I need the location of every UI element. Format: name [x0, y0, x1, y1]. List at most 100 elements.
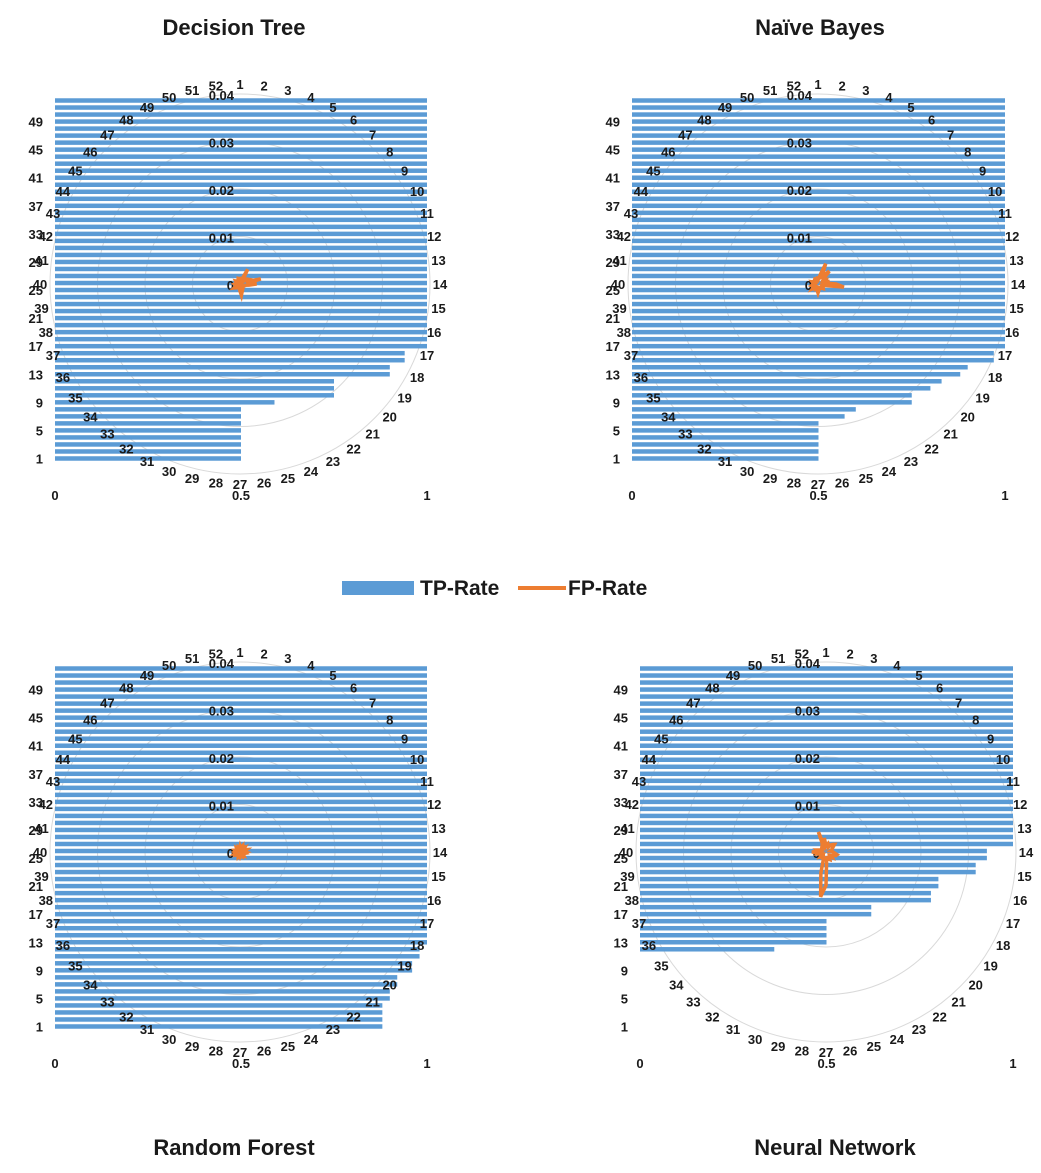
radar-tick-label: 0.02 [787, 183, 812, 198]
radar-category-label: 37 [46, 916, 60, 931]
radar-category-label: 29 [763, 471, 777, 486]
radar-category-label: 3 [284, 83, 291, 98]
radar-category-label: 42 [617, 229, 631, 244]
chart-title: Neural Network [754, 1135, 916, 1160]
category-axis: 1 5 9 13 17 21 25 29 33 37 41 45 49 [614, 683, 628, 1035]
tp-bar [640, 932, 827, 938]
tp-bar [55, 918, 427, 924]
tp-bar [55, 961, 413, 966]
tp-bar [55, 315, 427, 321]
radar-category-label: 19 [397, 959, 411, 974]
tp-bar [55, 119, 427, 124]
radar-category-label: 37 [632, 916, 646, 931]
radar-category-label: 20 [382, 410, 396, 425]
radar-category-label: 17 [420, 916, 434, 931]
category-tick-label: 49 [614, 683, 628, 698]
category-tick-label: 1 [36, 451, 43, 466]
tp-bar [632, 133, 1005, 138]
category-tick-label: 1 [613, 451, 620, 466]
tp-bar [640, 694, 1013, 699]
tp-bar [55, 386, 334, 391]
radar-category-label: 15 [431, 869, 445, 884]
tp-bar [55, 238, 427, 244]
tp-bar [640, 904, 872, 910]
radar-category-label: 41 [34, 821, 48, 836]
radar-category-label: 14 [1011, 277, 1026, 292]
tp-bar [640, 666, 1013, 671]
radar-category-label: 52 [787, 78, 801, 93]
category-tick-label: 29 [614, 823, 628, 838]
tp-bar [632, 329, 1005, 335]
radar-category-label: 5 [329, 100, 336, 115]
radar-category-label: 1 [236, 645, 243, 660]
radar-category-label: 1 [236, 77, 243, 92]
radar-category-label: 9 [401, 731, 408, 746]
radar-category-label: 51 [763, 83, 777, 98]
category-tick-label: 21 [29, 879, 43, 894]
tp-bar [640, 715, 1013, 720]
radar-category-label: 6 [350, 680, 357, 695]
category-tick-label: 37 [29, 199, 43, 214]
radar-category-label: 10 [996, 752, 1010, 767]
tp-bar [55, 701, 427, 706]
tp-bar [632, 161, 1005, 166]
value-tick-label: 0.5 [817, 1056, 835, 1071]
radar-category-label: 43 [624, 206, 638, 221]
tp-bar [640, 701, 1013, 706]
tp-bar [632, 238, 1005, 244]
tp-bar [640, 785, 1013, 791]
category-tick-label: 21 [606, 311, 620, 326]
radar-category-label: 48 [119, 680, 133, 695]
tp-bar [55, 897, 427, 903]
radar-category-label: 49 [140, 668, 154, 683]
value-axis: 0 0.5 1 [51, 488, 430, 503]
radar-tick-label: 0 [227, 846, 234, 861]
tp-bar [55, 273, 427, 279]
tp-bar [640, 925, 827, 931]
radar-categories: 1 2 3 4567891011121314151617181920212223242… [611, 77, 1026, 492]
chart-title: Naïve Bayes [755, 15, 885, 40]
tp-bar [55, 729, 427, 734]
radar-tick-label: 0.03 [787, 136, 812, 151]
category-tick-label: 41 [606, 171, 620, 186]
radar-category-label: 24 [304, 1032, 319, 1047]
tp-bar [632, 217, 1005, 223]
tp-bar [55, 133, 427, 138]
tp-bar [632, 189, 1005, 195]
radar-category-label: 48 [705, 680, 719, 695]
tp-bar [55, 947, 420, 952]
tp-bar [632, 168, 1005, 173]
tp-bar [55, 869, 427, 875]
tp-bar [55, 820, 427, 826]
radar-category-label: 40 [611, 277, 625, 292]
radar-category-label: 40 [619, 845, 633, 860]
tp-bar [55, 322, 427, 328]
category-axis: 1 5 9 13 17 21 25 29 33 37 41 45 49 [29, 683, 43, 1035]
tp-bar [55, 743, 427, 748]
radar-category-label: 8 [386, 712, 393, 727]
radar-category-label: 10 [988, 184, 1002, 199]
radar-category-label: 7 [369, 695, 376, 710]
radar-category-label: 49 [718, 100, 732, 115]
tp-bar [632, 252, 1005, 258]
radar-category-label: 45 [68, 731, 82, 746]
radar-category-label: 38 [625, 893, 639, 908]
radar-category-label: 4 [307, 90, 315, 105]
value-tick-label: 0.5 [232, 1056, 250, 1071]
tp-rate-bars [640, 666, 1013, 952]
radar-category-label: 32 [119, 442, 133, 457]
radar-category-label: 21 [365, 995, 379, 1010]
category-tick-label: 13 [606, 367, 620, 382]
category-tick-label: 5 [36, 991, 43, 1006]
tp-bar [632, 350, 994, 356]
tp-bar [55, 252, 427, 258]
tp-bar [55, 715, 427, 720]
radar-category-label: 8 [964, 144, 971, 159]
tp-bar [55, 813, 427, 819]
tp-bar [632, 315, 1005, 321]
radar-category-label: 39 [620, 869, 634, 884]
radar-category-label: 11 [998, 206, 1012, 221]
radar-category-label: 21 [365, 427, 379, 442]
